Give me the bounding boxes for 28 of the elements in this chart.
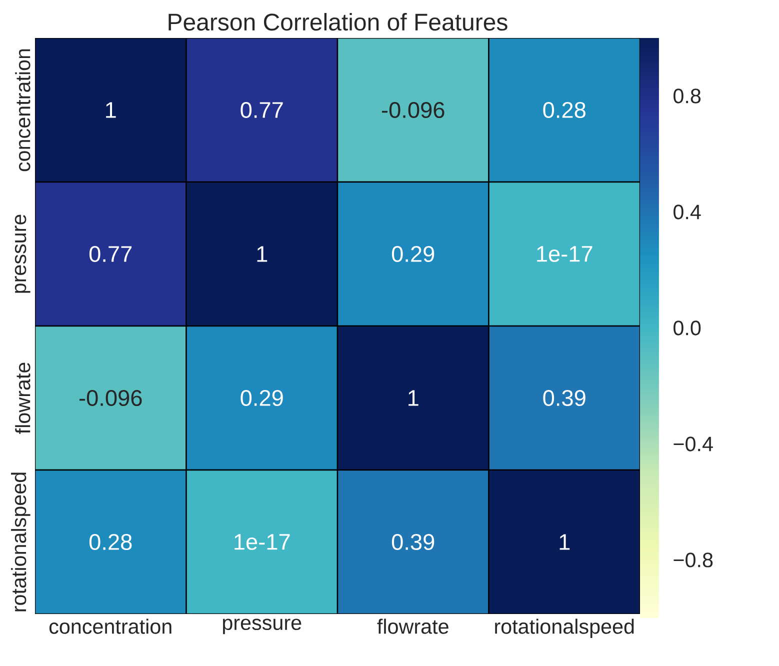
data-label: -0.096 [382,102,444,118]
x-tick-label: flowrate [377,618,448,634]
color-bar-label: 0.0 [674,320,701,336]
data-label: 1 [257,246,268,262]
color-bar-label: 0.4 [674,204,701,220]
data-label: -0.096 [79,390,142,406]
x-tick-label: rotationalspeed [495,618,634,638]
x-tick-label: pressure [223,618,302,634]
x-tick-label: concentration [49,618,172,634]
data-label: 0.77 [89,246,132,262]
color-bar-label: 0.8 [674,88,701,104]
y-tick-label: concentration [15,49,30,172]
y-tick-label: flowrate [15,362,30,434]
chart-title: Pearson Correlation of Features [168,12,508,31]
data-label: 1 [106,102,116,118]
data-label: 1 [408,390,418,406]
data-label: 1e-17 [537,246,592,262]
data-label: 0.39 [543,390,586,406]
y-tick-label: pressure [14,214,30,293]
data-label: 0.77 [240,102,283,118]
color-bar-label: −0.8 [674,552,713,568]
data-label: 0.28 [543,102,586,118]
data-label: 0.29 [240,390,283,406]
data-label: 1e-17 [234,534,290,550]
data-label: 0.29 [392,246,434,262]
data-label: 0.39 [392,534,434,550]
data-label: 0.28 [89,534,132,550]
color-bar-label: −0.4 [674,436,713,452]
